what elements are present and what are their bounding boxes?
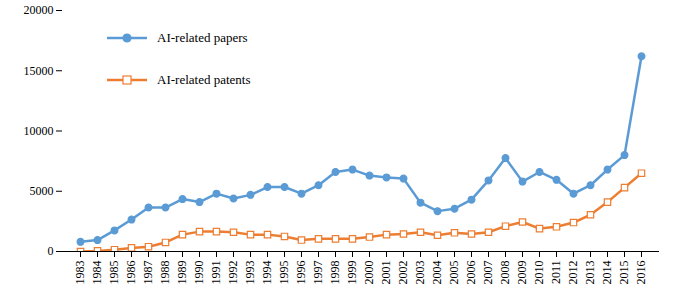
svg-text:1996: 1996 bbox=[294, 261, 308, 285]
svg-text:2011: 2011 bbox=[549, 261, 563, 285]
svg-text:15000: 15000 bbox=[24, 64, 54, 78]
svg-text:2013: 2013 bbox=[583, 261, 597, 285]
svg-text:1987: 1987 bbox=[141, 261, 155, 285]
svg-text:2010: 2010 bbox=[532, 261, 546, 285]
html-text:AI-related papers: AI-related papers bbox=[157, 30, 248, 45]
svg-text:2004: 2004 bbox=[430, 261, 444, 285]
svg-text:2002: 2002 bbox=[396, 261, 410, 285]
svg-text:1995: 1995 bbox=[277, 261, 291, 285]
svg-text:1985: 1985 bbox=[107, 261, 121, 285]
svg-text:0: 0 bbox=[48, 244, 54, 258]
svg-text:1989: 1989 bbox=[175, 261, 189, 285]
svg-text:10000: 10000 bbox=[24, 124, 54, 138]
svg-text:1990: 1990 bbox=[192, 261, 206, 285]
svg-text:1993: 1993 bbox=[243, 261, 257, 285]
svg-text:2007: 2007 bbox=[481, 261, 495, 285]
svg-text:1991: 1991 bbox=[209, 261, 223, 285]
svg-text:1998: 1998 bbox=[328, 261, 342, 285]
svg-text:5000: 5000 bbox=[30, 184, 54, 198]
svg-text:2016: 2016 bbox=[634, 261, 648, 285]
svg-text:2005: 2005 bbox=[447, 261, 461, 285]
svg-text:1997: 1997 bbox=[311, 261, 325, 285]
svg-text:2015: 2015 bbox=[617, 261, 631, 285]
svg-text:2001: 2001 bbox=[379, 261, 393, 285]
svg-text:1999: 1999 bbox=[345, 261, 359, 285]
html-text:AI-related patents: AI-related patents bbox=[157, 72, 251, 87]
svg-text:2006: 2006 bbox=[464, 261, 478, 285]
svg-text:2003: 2003 bbox=[413, 261, 427, 285]
svg-text:1983: 1983 bbox=[73, 261, 87, 285]
svg-text:2014: 2014 bbox=[600, 261, 614, 285]
svg-text:1988: 1988 bbox=[158, 261, 172, 285]
svg-text:1986: 1986 bbox=[124, 261, 138, 285]
svg-text:1994: 1994 bbox=[260, 261, 274, 285]
svg-text:2012: 2012 bbox=[566, 261, 580, 285]
svg-text:1992: 1992 bbox=[226, 261, 240, 285]
svg-text:2008: 2008 bbox=[498, 261, 512, 285]
svg-text:2000: 2000 bbox=[362, 261, 376, 285]
svg-text:20000: 20000 bbox=[24, 3, 54, 17]
svg-text:1984: 1984 bbox=[90, 261, 104, 285]
svg-text:2009: 2009 bbox=[515, 261, 529, 285]
